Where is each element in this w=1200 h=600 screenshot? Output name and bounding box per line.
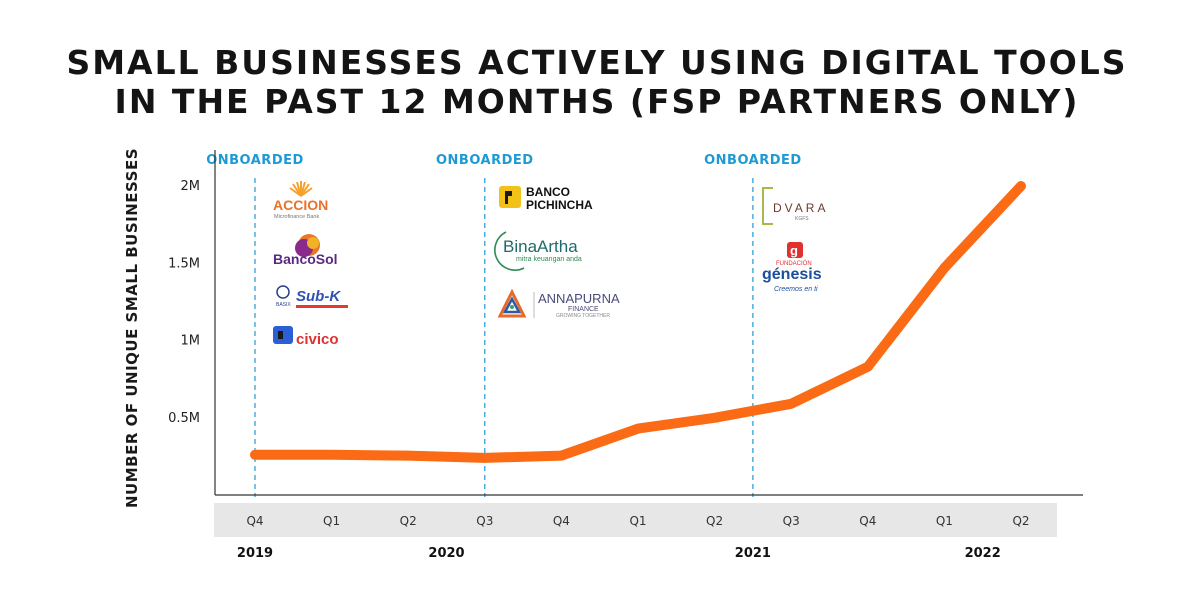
binaartha-logo: BinaArtha mitra keuangan anda bbox=[494, 231, 582, 271]
chart-title: SMALL BUSINESSES ACTIVELY USING DIGITAL … bbox=[66, 43, 1127, 82]
x-tick-label: Q4 bbox=[246, 514, 263, 528]
year-label: 2021 bbox=[735, 546, 771, 561]
accion-subtext: Microfinance Bank bbox=[274, 214, 319, 220]
year-band bbox=[597, 503, 904, 537]
annapurna-logo: ANNAPURNA FINANCE GROWING TOGETHER bbox=[497, 288, 620, 319]
onboarded-markers: ONBOARDED ONBOARDED ONBOARDED bbox=[206, 153, 801, 497]
y-ticks: 0.5M 1M 1.5M 2M bbox=[168, 179, 200, 426]
dvara-name: DVARA bbox=[773, 201, 828, 215]
onboarded-label: ONBOARDED bbox=[436, 153, 534, 168]
x-tick-label: Q4 bbox=[859, 514, 876, 528]
civico-logo: civico bbox=[273, 326, 339, 348]
accion-logo: ACCION Microfinance Bank bbox=[273, 181, 328, 220]
series-line bbox=[250, 181, 1026, 463]
y-tick-label: 1M bbox=[181, 334, 201, 349]
year-label: 2019 bbox=[237, 546, 273, 561]
binaartha-tagline: mitra keuangan anda bbox=[516, 256, 582, 263]
annapurna-finance: FINANCE bbox=[568, 306, 599, 313]
x-tick-label: Q1 bbox=[629, 514, 646, 528]
x-tick-label: Q3 bbox=[476, 514, 493, 528]
x-tick-label: Q1 bbox=[936, 514, 953, 528]
y-tick-label: 0.5M bbox=[168, 411, 200, 426]
civico-name: civico bbox=[296, 331, 339, 348]
banco-pichincha-line2: PICHINCHA bbox=[526, 198, 593, 212]
year-band bbox=[290, 503, 598, 537]
subk-logo: BASIX Sub-K bbox=[276, 285, 348, 308]
x-tick-label: Q1 bbox=[323, 514, 340, 528]
banco-pichincha-line1: BANCO bbox=[526, 185, 570, 199]
subk-name: Sub-K bbox=[296, 288, 341, 305]
y-tick-label: 2M bbox=[181, 179, 201, 194]
partner-logos-2020: BANCO PICHINCHA BinaArtha mitra keuangan… bbox=[494, 185, 620, 319]
dvara-subtext: KGFS bbox=[795, 216, 809, 222]
accion-name: ACCION bbox=[273, 197, 328, 213]
annapurna-name: ANNAPURNA bbox=[538, 291, 620, 306]
year-band bbox=[214, 503, 291, 537]
genesis-logo: g FUNDACIÓN génesis Creemos en ti bbox=[762, 242, 822, 293]
x-tick-label: Q4 bbox=[553, 514, 570, 528]
annapurna-tagline: GROWING TOGETHER bbox=[556, 313, 610, 319]
partner-logos-2019: ACCION Microfinance Bank BancoSol BASIX … bbox=[273, 181, 348, 348]
y-axis-label: NUMBER OF UNIQUE SMALL BUSINESSES bbox=[123, 148, 141, 508]
y-tick-label: 1.5M bbox=[168, 256, 200, 271]
quarter-axis: Q4 Q1 Q2 Q3 Q4 Q1 Q2 Q3 Q4 Q1 Q2 bbox=[214, 503, 1057, 537]
basix-name: BASIX bbox=[276, 302, 291, 308]
x-tick-label: Q2 bbox=[706, 514, 723, 528]
x-tick-label: Q2 bbox=[1012, 514, 1029, 528]
onboarded-label: ONBOARDED bbox=[206, 153, 304, 168]
x-tick-label: Q2 bbox=[400, 514, 417, 528]
genesis-name: génesis bbox=[762, 266, 822, 283]
dvara-logo: DVARA KGFS bbox=[762, 187, 828, 225]
x-tick-label: Q3 bbox=[783, 514, 800, 528]
bancosol-name: BancoSol bbox=[273, 251, 338, 267]
year-band bbox=[903, 503, 1057, 537]
year-label: 2020 bbox=[428, 546, 464, 561]
genesis-fundacion: FUNDACIÓN bbox=[776, 260, 812, 267]
banco-pichincha-logo: BANCO PICHINCHA bbox=[499, 185, 593, 212]
year-labels: 2019 2020 2021 2022 bbox=[237, 546, 1001, 561]
genesis-tagline: Creemos en ti bbox=[774, 286, 818, 293]
partner-logos-2021: DVARA KGFS g FUNDACIÓN génesis Creemos e… bbox=[762, 187, 828, 293]
onboarded-label: ONBOARDED bbox=[704, 153, 802, 168]
chart-subtitle: IN THE PAST 12 MONTHS (FSP PARTNERS ONLY… bbox=[115, 82, 1080, 121]
binaartha-name: BinaArtha bbox=[503, 237, 578, 256]
year-label: 2022 bbox=[965, 546, 1001, 561]
genesis-g: g bbox=[790, 243, 798, 258]
bancosol-logo: BancoSol bbox=[273, 234, 338, 267]
